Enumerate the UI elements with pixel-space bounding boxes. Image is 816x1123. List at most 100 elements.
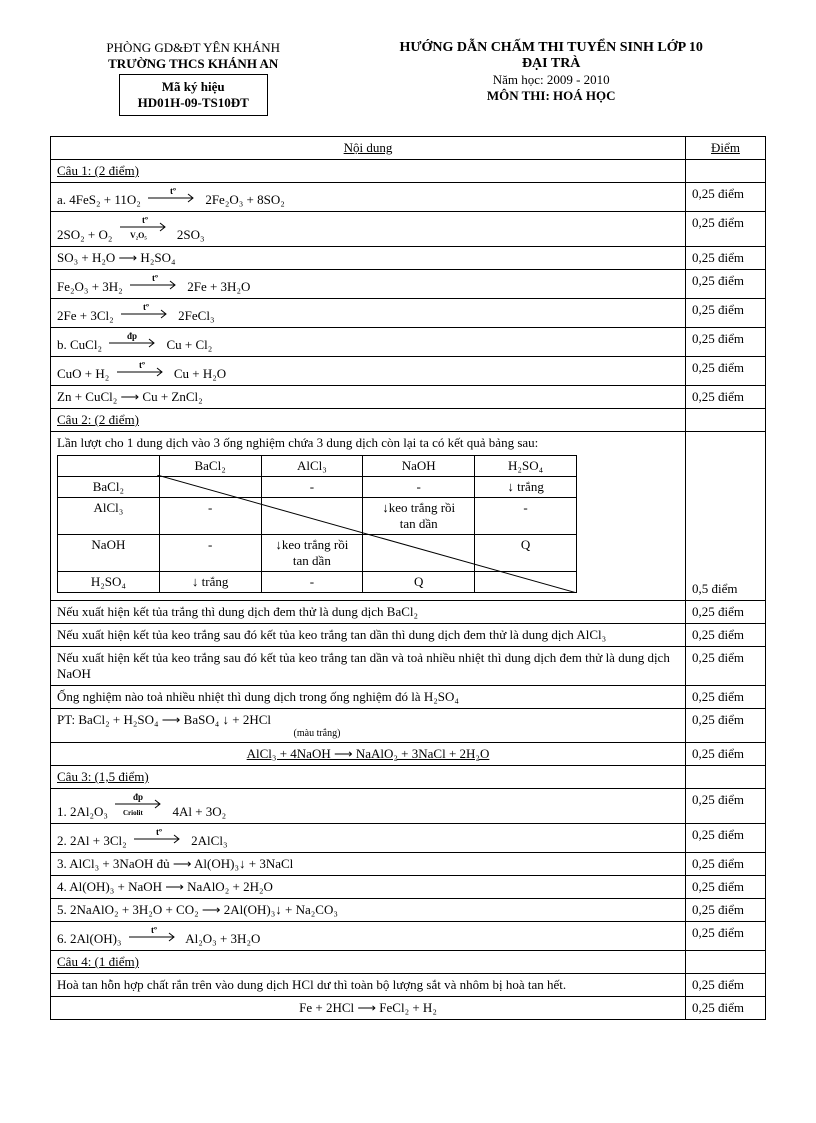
- title-line2: ĐẠI TRÀ: [336, 56, 766, 72]
- score: 0,25 điểm: [686, 876, 766, 899]
- school-line: TRƯỜNG THCS KHÁNH AN: [50, 56, 336, 72]
- q3-r2: 2. 2Al + 3Cl₂ tº 2AlCl₃: [51, 824, 686, 853]
- mx-cell: Q: [475, 535, 577, 572]
- reaction-matrix: BaCl₂ AlCl₃ NaOH H₂SO₄ BaCl₂ - - ↓ trắng…: [57, 455, 577, 593]
- q2-intro-table: Lần lượt cho 1 dung dịch vào 3 ống nghiệ…: [51, 432, 686, 601]
- q1-r2: 2SO₂ + O₂ tºV₂O₅ 2SO₃: [51, 212, 686, 247]
- exam-code-box: Mã ký hiệu HD01H-09-TS10ĐT: [119, 74, 268, 116]
- arrow-heat-icon: tº: [117, 361, 167, 379]
- empty-score: [686, 409, 766, 432]
- mx-cell: ↓ trắng: [475, 477, 577, 498]
- arrow-heat-icon: tº: [134, 828, 184, 846]
- mx-th: BaCl₂: [159, 456, 261, 477]
- mx-cell: -: [261, 477, 363, 498]
- mx-th: AlCl₃: [261, 456, 363, 477]
- subject-line: MÔN THI: HOÁ HỌC: [336, 88, 766, 104]
- arrow-heat-icon: tº: [121, 303, 171, 321]
- empty-score: [686, 160, 766, 183]
- document-header: PHÒNG GD&ĐT YÊN KHÁNH TRƯỜNG THCS KHÁNH …: [50, 40, 766, 116]
- mx-cell: -: [261, 572, 363, 593]
- q1-r7: CuO + H₂ tº Cu + H₂O: [51, 357, 686, 386]
- score: 0,25 điểm: [686, 328, 766, 357]
- score: 0,25 điểm: [686, 824, 766, 853]
- svg-text:tº: tº: [143, 303, 149, 312]
- code-value: HD01H-09-TS10ĐT: [138, 95, 249, 111]
- score: 0,25 điểm: [686, 709, 766, 743]
- mx-th: H₂SO₄: [475, 456, 577, 477]
- arrow-heat-icon: tº: [148, 187, 198, 205]
- mx-rh: AlCl₃: [58, 498, 160, 535]
- q2-pt1-note: (màu trắng): [277, 728, 357, 739]
- mx-rh: H₂SO₄: [58, 572, 160, 593]
- svg-text:đp: đp: [133, 793, 143, 802]
- q1-r3: SO₃ + H₂O ⟶ H₂SO₄: [51, 247, 686, 270]
- arrow-dp-icon: đp: [109, 332, 159, 350]
- svg-text:tº: tº: [170, 187, 176, 196]
- score: 0,25 điểm: [686, 601, 766, 624]
- mx-cell: ↓keo trắng rồi tan dần: [363, 498, 475, 535]
- year-line: Năm học: 2009 - 2010: [336, 72, 766, 88]
- svg-text:tº: tº: [156, 828, 162, 837]
- q1-a: a. 4FeS₂ + 11O₂ tº 2Fe₂O₃ + 8SO₂: [51, 183, 686, 212]
- q3-r5: 5. 2NaAlO₂ + 3H₂O + CO₂ ⟶ 2Al(OH)₃↓ + Na…: [51, 899, 686, 922]
- mx-rh: NaOH: [58, 535, 160, 572]
- q2-intro: Lần lượt cho 1 dung dịch vào 3 ống nghiệ…: [57, 435, 679, 451]
- q1-b: b. CuCl₂ đp Cu + Cl₂: [51, 328, 686, 357]
- arrow-catalyst-icon: tº V₂O₅: [120, 216, 170, 240]
- q4-s2: Fe + 2HCl ⟶ FeCl₂ + H₂: [51, 997, 686, 1020]
- score: 0,25 điểm: [686, 183, 766, 212]
- q3-r3: 3. AlCl₃ + 3NaOH đủ ⟶ Al(OH)₃↓ + 3NaCl: [51, 853, 686, 876]
- code-label: Mã ký hiệu: [138, 79, 249, 95]
- col-content-header: Nội dung: [51, 137, 686, 160]
- empty-score: [686, 951, 766, 974]
- col-score-header: Điểm: [686, 137, 766, 160]
- mx-cell: -: [159, 535, 261, 572]
- score: 0,25 điểm: [686, 247, 766, 270]
- q1-title-cell: Câu 1: (2 điểm): [51, 160, 686, 183]
- org-line: PHÒNG GD&ĐT YÊN KHÁNH: [50, 40, 336, 56]
- arrow-heat-icon: tº: [130, 274, 180, 292]
- q3-r1: 1. 2Al₂O₃ đpCriolit 4Al + 3O₂: [51, 789, 686, 824]
- score: 0,25 điểm: [686, 270, 766, 299]
- score: 0,25 điểm: [686, 624, 766, 647]
- header-left: PHÒNG GD&ĐT YÊN KHÁNH TRƯỜNG THCS KHÁNH …: [50, 40, 336, 116]
- q2-title-cell: Câu 2: (2 điểm): [51, 409, 686, 432]
- score: 0,25 điểm: [686, 853, 766, 876]
- score: 0,25 điểm: [686, 789, 766, 824]
- grading-table: Nội dung Điểm Câu 1: (2 điểm) a. 4FeS₂ +…: [50, 136, 766, 1020]
- score: 0,5 điểm: [686, 432, 766, 601]
- score: 0,25 điểm: [686, 299, 766, 328]
- q2-s1: Nếu xuất hiện kết tủa trắng thì dung dịc…: [51, 601, 686, 624]
- q2-pt1-eq: PT: BaCl₂ + H₂SO₄ ⟶ BaSO₄ ↓ + 2HCl: [57, 712, 679, 728]
- score: 0,25 điểm: [686, 357, 766, 386]
- score: 0,25 điểm: [686, 386, 766, 409]
- mx-cell: -: [159, 498, 261, 535]
- q2-s2: Nếu xuất hiện kết tủa keo trắng sau đó k…: [51, 624, 686, 647]
- arrow-heat-icon: tº: [129, 926, 179, 944]
- arrow-dp-criolit-icon: đp Criolit: [115, 793, 165, 817]
- score: 0,25 điểm: [686, 899, 766, 922]
- q2-pt2: AlCl₃ + 4NaOH ⟶ NaAlO₂ + 3NaCl + 2H₂O: [51, 743, 686, 766]
- q2-s4: Ống nghiệm nào toả nhiều nhiệt thì dung …: [51, 686, 686, 709]
- mx-cell: ↓ trắng: [159, 572, 261, 593]
- svg-text:tº: tº: [139, 361, 145, 370]
- q3-r6: 6. 2Al(OH)₃ tº Al₂O₃ + 3H₂O: [51, 922, 686, 951]
- svg-text:tº: tº: [151, 926, 157, 935]
- q3-title-cell: Câu 3: (1,5 điểm): [51, 766, 686, 789]
- svg-text:tº: tº: [152, 274, 158, 283]
- svg-text:tº: tº: [142, 216, 148, 225]
- score: 0,25 điểm: [686, 974, 766, 997]
- mx-rh: BaCl₂: [58, 477, 160, 498]
- svg-text:Criolit: Criolit: [123, 809, 143, 817]
- q2-pt1: PT: BaCl₂ + H₂SO₄ ⟶ BaSO₄ ↓ + 2HCl (màu …: [51, 709, 686, 743]
- title-line1: HƯỚNG DẪN CHẤM THI TUYỂN SINH LỚP 10: [336, 40, 766, 56]
- score: 0,25 điểm: [686, 686, 766, 709]
- score: 0,25 điểm: [686, 922, 766, 951]
- svg-text:V₂O₅: V₂O₅: [130, 231, 147, 240]
- mx-cell: -: [363, 477, 475, 498]
- score: 0,25 điểm: [686, 647, 766, 686]
- mx-cell: ↓keo trắng rồi tan dần: [261, 535, 363, 572]
- mx-th: NaOH: [363, 456, 475, 477]
- q1-r5: 2Fe + 3Cl₂ tº 2FeCl₃: [51, 299, 686, 328]
- mx-cell: -: [475, 498, 577, 535]
